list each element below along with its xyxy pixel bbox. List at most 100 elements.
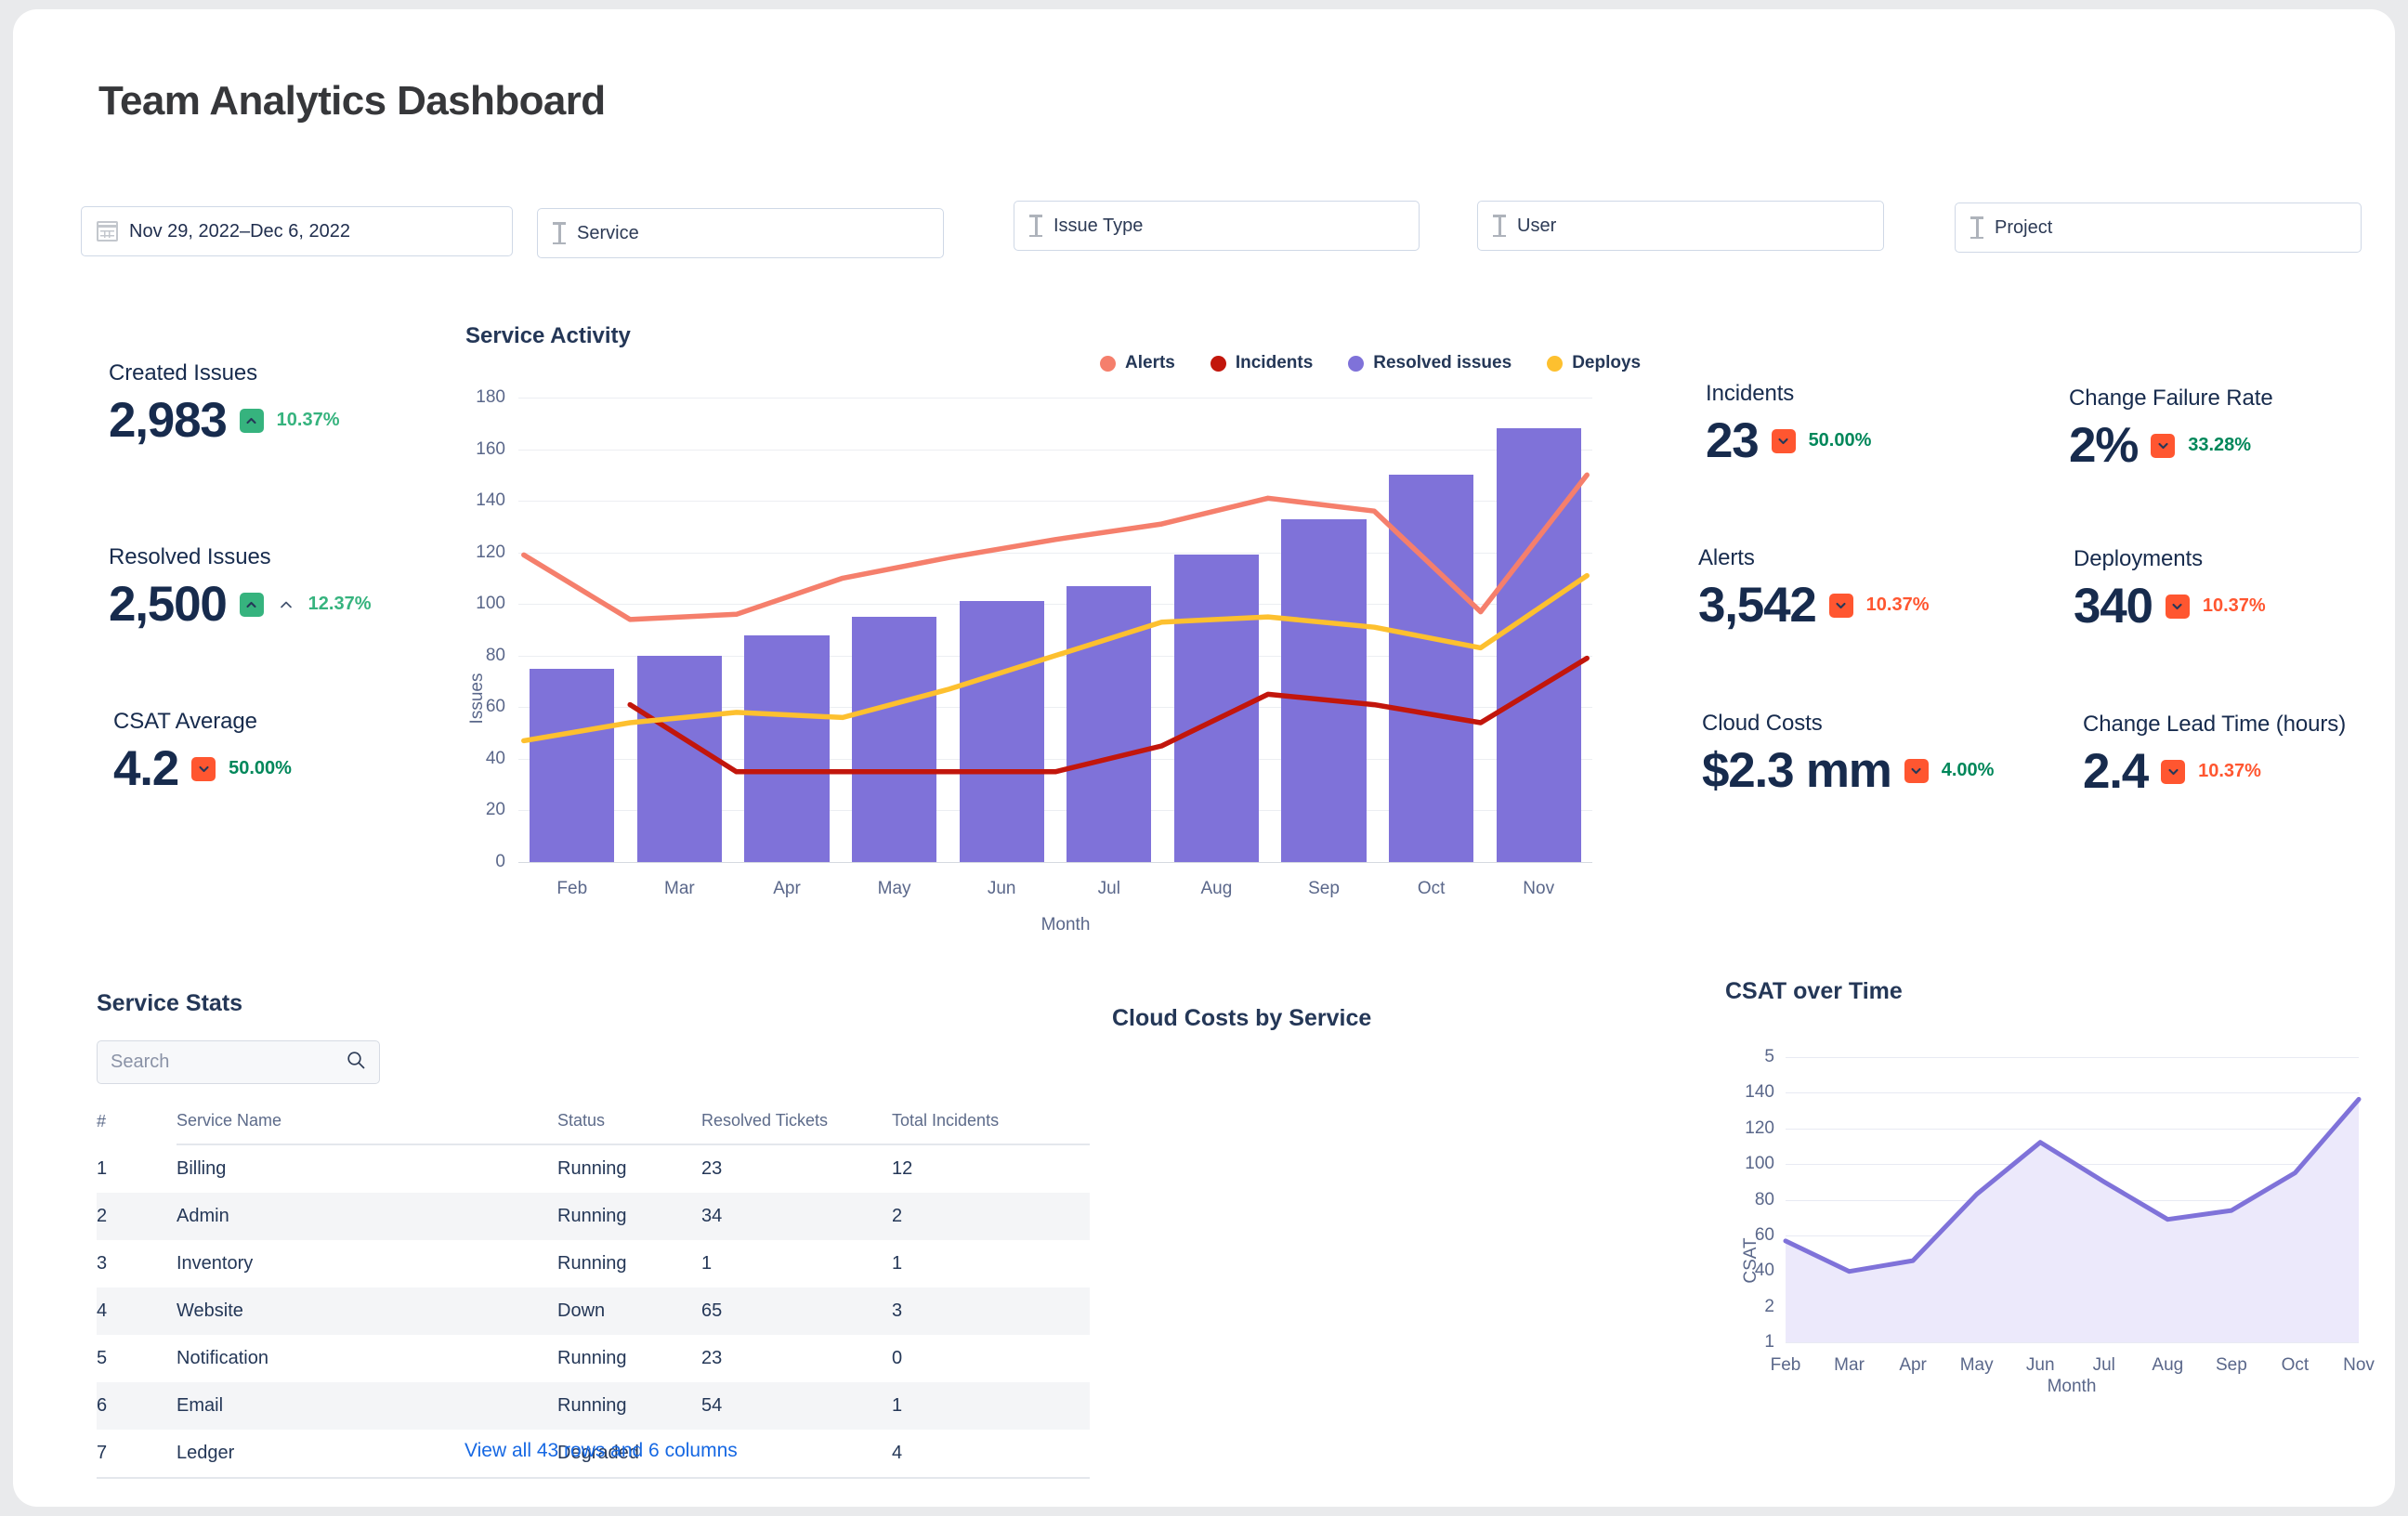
kpi-deployments: Deployments 340 10.37% — [2074, 546, 2266, 631]
y-axis-tick: 120 — [1745, 1117, 1774, 1138]
x-axis-tick: Jun — [987, 879, 1016, 898]
legend-item[interactable]: Incidents — [1210, 353, 1314, 373]
table-column-header[interactable]: # — [97, 1111, 107, 1130]
table-header-row: # Service Name Status Resolved Tickets Total… — [97, 1104, 1090, 1145]
y-axis-tick: 80 — [1754, 1189, 1774, 1209]
kpi-value: 340 — [2074, 579, 2153, 634]
table-cell: Degraded — [557, 1430, 701, 1479]
gridline — [518, 707, 1592, 709]
filter-date-range[interactable]: Nov 29, 2022–Dec 6, 2022 — [81, 206, 513, 256]
table-column-header[interactable]: Resolved Tickets — [701, 1104, 892, 1145]
x-axis-tick: Jul — [2092, 1355, 2115, 1375]
legend-label: Resolved issues — [1373, 353, 1512, 372]
y-axis-tick: 60 — [1754, 1224, 1774, 1245]
service-activity-plot[interactable]: 0 20 40 60 80 100 120 140 160 180 Feb Mar Apr May Jun J… — [476, 387, 1592, 898]
filter-user[interactable]: User — [1477, 201, 1884, 251]
text-cursor-icon — [1970, 216, 1983, 239]
legend-item[interactable]: Resolved issues — [1348, 353, 1512, 373]
table-cell: 7 — [97, 1430, 177, 1479]
table-column-header[interactable]: Total Incidents — [892, 1104, 1090, 1145]
filter-service[interactable]: Service — [537, 208, 944, 258]
x-axis-tick: May — [1959, 1355, 1994, 1375]
table-cell: Website — [177, 1287, 557, 1335]
table-cell: 23 — [701, 1348, 723, 1368]
x-axis-tick: Feb — [1770, 1355, 1801, 1375]
filter-date-range-value: Nov 29, 2022–Dec 6, 2022 — [129, 220, 350, 242]
table-cell: 3 — [892, 1287, 1090, 1335]
bar[interactable] — [851, 617, 937, 862]
table-row[interactable]: 4 Website Down 65 3 — [97, 1287, 1090, 1335]
text-cursor-icon — [1029, 215, 1042, 237]
trend-down-badge — [2165, 594, 2190, 619]
table-cell: 1 — [892, 1382, 1090, 1430]
cloud-costs-title: Cloud Costs by Service — [1112, 1005, 1372, 1031]
gridline — [518, 862, 1592, 863]
kpi-label: Alerts — [1698, 545, 1755, 570]
table-cell: Running — [557, 1348, 627, 1368]
table-column-header[interactable]: Status — [557, 1104, 701, 1145]
legend-swatch — [1348, 355, 1365, 372]
y-axis-tick: 100 — [476, 594, 505, 614]
text-cursor-icon — [1493, 215, 1506, 237]
bar[interactable] — [530, 668, 615, 862]
table-row[interactable]: 5 Notification Running 23 0 — [97, 1335, 1090, 1382]
kpi-delta: 12.37% — [308, 594, 372, 614]
gridline — [518, 552, 1592, 554]
filter-issue-type[interactable]: Issue Type — [1014, 201, 1420, 251]
kpi-label: Cloud Costs — [1702, 711, 1823, 736]
legend-label: Alerts — [1125, 353, 1175, 372]
kpi-alerts: Alerts 3,542 10.37% — [1698, 545, 1929, 630]
kpi-label: Incidents — [1706, 381, 1795, 406]
bar[interactable] — [744, 634, 830, 862]
table-row[interactable]: 1 Billing Running 23 12 — [97, 1144, 1090, 1193]
kpi-delta: 10.37% — [276, 410, 340, 430]
gridline — [518, 449, 1592, 451]
bar[interactable] — [636, 655, 723, 862]
y-axis-tick: 40 — [1754, 1261, 1774, 1281]
table-row[interactable]: 6 Email Running 54 1 — [97, 1382, 1090, 1430]
calendar-icon — [97, 221, 118, 242]
y-axis-tick: 120 — [476, 542, 505, 562]
legend-item[interactable]: Alerts — [1100, 353, 1175, 373]
table-cell: Running — [557, 1158, 627, 1179]
x-axis-tick: Nov — [1523, 879, 1555, 898]
table-row[interactable]: 7 Ledger Degraded 4 — [97, 1430, 1090, 1479]
trend-down-badge — [1904, 758, 1929, 783]
service-stats-search[interactable]: Search — [97, 1040, 380, 1084]
x-axis-tick: Apr — [773, 879, 801, 898]
search-input[interactable]: Search — [111, 1052, 170, 1072]
table-row[interactable]: 3 Inventory Running 1 1 — [97, 1240, 1090, 1287]
kpi-value: $2.3 mm — [1702, 743, 1892, 798]
gridline — [1786, 1092, 2359, 1094]
legend-swatch — [1210, 355, 1226, 372]
filter-project[interactable]: Project — [1955, 203, 2362, 253]
gridline — [518, 604, 1592, 606]
y-axis-tick: 5 — [1764, 1047, 1774, 1066]
bar[interactable] — [1281, 518, 1367, 862]
bar[interactable] — [1173, 555, 1260, 862]
line-overlay — [521, 472, 1590, 775]
table-row[interactable]: 2 Admin Running 34 2 — [97, 1193, 1090, 1240]
kpi-delta: 10.37% — [2202, 595, 2266, 616]
bar[interactable] — [959, 601, 1044, 862]
kpi-label: Deployments — [2074, 546, 2203, 571]
table-cell: Inventory — [177, 1253, 254, 1274]
table-cell: 1 — [701, 1253, 713, 1274]
legend-swatch — [1100, 355, 1116, 372]
y-axis-tick: 40 — [485, 748, 505, 768]
x-axis-tick: May — [877, 879, 911, 898]
kpi-value: 23 — [1706, 413, 1760, 468]
table-column-header[interactable]: Service Name — [177, 1104, 557, 1145]
view-all-link[interactable]: View all 43 rows and 6 columns — [465, 1440, 738, 1461]
service-activity-legend: Alerts Incidents Resolved issues Deploys — [1100, 353, 1641, 373]
legend-label: Incidents — [1235, 353, 1314, 372]
x-axis-tick: Sep — [1308, 879, 1340, 898]
legend-item[interactable]: Deploys — [1547, 353, 1641, 373]
table-cell: Email — [177, 1382, 557, 1430]
trend-up-badge — [239, 592, 264, 617]
table-cell: Running — [557, 1253, 627, 1274]
csat-over-time-plot[interactable]: 1 2 40 60 80 100 120 140 5 Feb Mar Apr May Jun Jul Aug S… — [1745, 1047, 2375, 1375]
kpi-incidents: Incidents 23 50.00% — [1706, 381, 1871, 465]
kpi-value: 3,542 — [1698, 578, 1817, 633]
filter-issue-type-value: Issue Type — [1054, 215, 1144, 236]
